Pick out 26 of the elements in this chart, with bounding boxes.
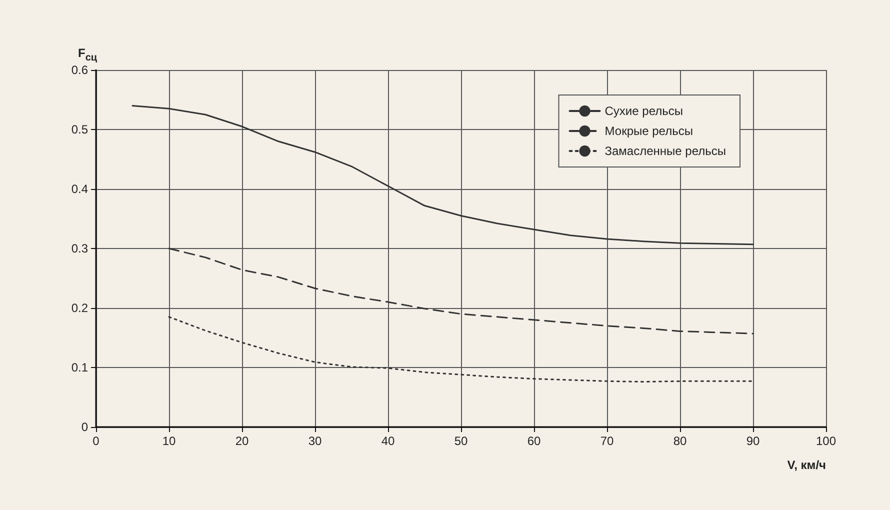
x-tick-label: 100 <box>816 434 836 448</box>
x-tick-label: 30 <box>308 434 322 448</box>
x-tick-label: 90 <box>746 434 760 448</box>
x-tick-label: 60 <box>527 434 541 448</box>
y-tick-label: 0.2 <box>71 301 88 315</box>
legend-label: Замасленные рельсы <box>604 144 726 158</box>
y-tick-label: 0.1 <box>71 360 88 374</box>
x-tick-label: 10 <box>162 434 176 448</box>
line-series <box>168 316 754 383</box>
y-tick-label: 0 <box>81 420 88 434</box>
y-axis-title: F$_{сц}$ <box>78 46 98 64</box>
x-tick-label: 70 <box>600 434 614 448</box>
y-tick-label: 0.4 <box>71 182 88 196</box>
legend-label: Сухие рельсы <box>604 104 683 118</box>
y-tick-label: 0.3 <box>71 242 88 256</box>
y-tick-label: 0.5 <box>71 122 88 136</box>
x-tick-label: 0 <box>92 434 100 448</box>
x-tick-label: 50 <box>454 434 468 448</box>
x-tick-label: 80 <box>673 434 687 448</box>
line-series <box>132 104 754 246</box>
legend-label: Мокрые рельсы <box>604 124 693 138</box>
x-axis-title: V, км/ч <box>787 458 826 472</box>
x-tick-label: 40 <box>381 434 395 448</box>
line-series <box>168 248 754 334</box>
x-tick-label: 20 <box>235 434 249 448</box>
y-tick-label: 0.6 <box>71 63 88 77</box>
